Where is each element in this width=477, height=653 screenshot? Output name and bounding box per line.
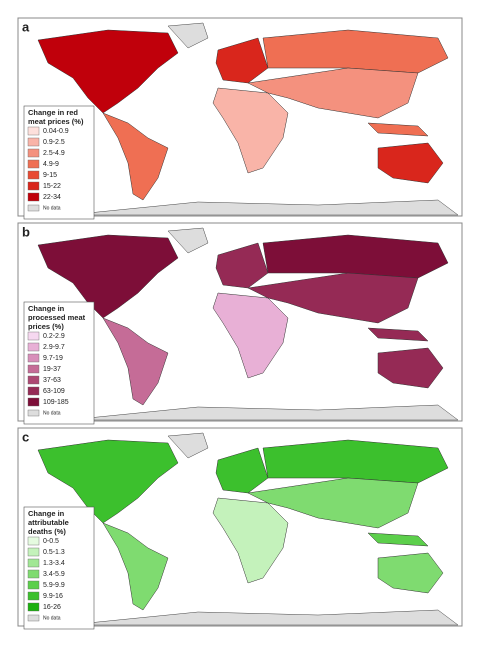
legend-swatch [27, 364, 40, 374]
legend-swatch [27, 148, 40, 158]
legend-label: 3.4-5.9 [43, 571, 65, 578]
south-asia [247, 272, 419, 324]
legend-label: 2.9-9.7 [43, 344, 65, 351]
legend-swatch [27, 181, 40, 191]
greenland [167, 22, 209, 49]
africa [212, 87, 289, 174]
legend-label: 109-185 [43, 399, 69, 406]
legend-swatch [27, 159, 40, 169]
australia [377, 347, 444, 389]
australia [377, 552, 444, 594]
north-asia [262, 29, 449, 74]
north-america [37, 234, 179, 319]
north-america [37, 439, 179, 524]
south-asia [247, 477, 419, 529]
legend-label: No data [43, 205, 61, 211]
legend-title: meat prices (%) [28, 117, 84, 126]
legend-label: 15-22 [43, 183, 61, 190]
south-america [102, 112, 169, 201]
north-asia [262, 439, 449, 484]
legend-label: 9.7-19 [43, 355, 63, 362]
legend-label: No data [43, 410, 61, 416]
legend-title: attributable [28, 518, 69, 527]
legend-title: processed meat [28, 313, 86, 322]
legend-swatch [27, 558, 40, 568]
legend-label: 0.5-1.3 [43, 549, 65, 556]
north-asia [262, 234, 449, 279]
greenland [167, 432, 209, 459]
south-america [102, 522, 169, 611]
north-america [37, 29, 179, 114]
legend-title: Change in red [28, 108, 78, 117]
africa [212, 292, 289, 379]
legend-swatch [27, 375, 40, 385]
southeast-asia [367, 327, 429, 342]
south-asia [247, 67, 419, 119]
legend-swatch [27, 204, 40, 212]
legend-swatch [27, 353, 40, 363]
legend-label: 37-63 [43, 377, 61, 384]
legend-label: 19-37 [43, 366, 61, 373]
legend-title: deaths (%) [28, 527, 66, 536]
panel-label: b [22, 224, 30, 239]
legend-label: 4.9-9 [43, 161, 59, 168]
legend-label: No data [43, 615, 61, 621]
legend-swatch [27, 591, 40, 601]
legend-swatch [27, 536, 40, 546]
legend-swatch [27, 569, 40, 579]
legend-swatch [27, 397, 40, 407]
legend-swatch [27, 614, 40, 622]
legend-label: 2.5-4.9 [43, 150, 65, 157]
south-america [102, 317, 169, 406]
legend-swatch [27, 331, 40, 341]
legend-swatch [27, 126, 40, 136]
legend-label: 16-26 [43, 604, 61, 611]
legend-title: prices (%) [28, 322, 64, 331]
legend-swatch [27, 386, 40, 396]
panel-label: a [22, 19, 30, 34]
legend-swatch [27, 170, 40, 180]
africa [212, 497, 289, 584]
greenland [167, 227, 209, 254]
legend-label: 63-109 [43, 388, 65, 395]
legend-label: 9-15 [43, 172, 57, 179]
legend-swatch [27, 137, 40, 147]
legend-swatch [27, 547, 40, 557]
australia [377, 142, 444, 184]
legend-label: 0.04-0.9 [43, 128, 69, 135]
legend-swatch [27, 342, 40, 352]
southeast-asia [367, 122, 429, 137]
legend-label: 22-34 [43, 194, 61, 201]
legend-label: 5.9-9.9 [43, 582, 65, 589]
legend-label: 0-0.5 [43, 538, 59, 545]
legend-label: 1.3-3.4 [43, 560, 65, 567]
legend-label: 0.9-2.5 [43, 139, 65, 146]
legend-label: 0.2-2.9 [43, 333, 65, 340]
legend-swatch [27, 580, 40, 590]
panel-label: c [22, 429, 29, 444]
legend-swatch [27, 409, 40, 417]
southeast-asia [367, 532, 429, 547]
legend-swatch [27, 192, 40, 202]
legend-swatch [27, 602, 40, 612]
legend-label: 9.9-16 [43, 593, 63, 600]
legend-title: Change in [28, 304, 65, 313]
legend-title: Change in [28, 509, 65, 518]
